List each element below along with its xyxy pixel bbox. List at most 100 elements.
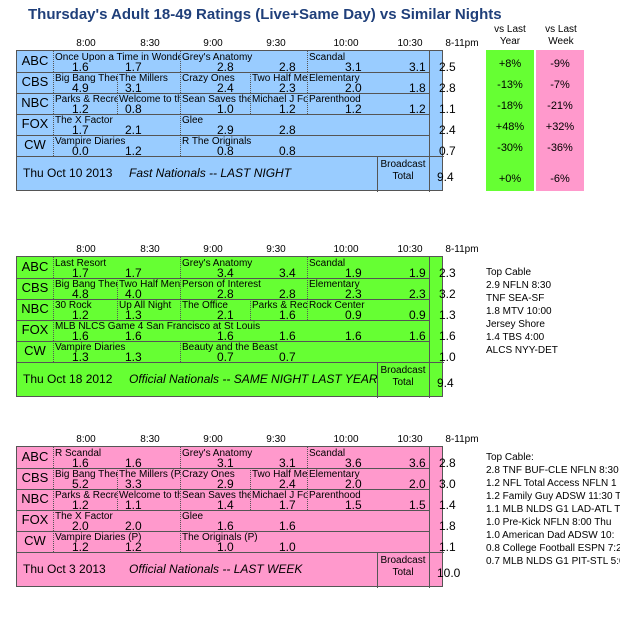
cell-divider	[53, 278, 54, 299]
rating-value: 3.1	[125, 81, 142, 95]
time-header: 10:30	[397, 38, 423, 49]
vs-last-year-cell: -30%	[486, 134, 534, 155]
show-name: Sean Saves the World	[182, 94, 250, 105]
rating-value: 0.8	[125, 102, 142, 116]
rating-value: 2.4	[279, 477, 296, 491]
show-name: Elementary	[309, 73, 360, 84]
show-name: Parenthood	[309, 490, 361, 501]
rating-value: 1.7	[125, 266, 142, 280]
time-header: 10:00	[333, 38, 359, 49]
total-divider	[429, 51, 430, 192]
cable-note: 1.0 American Dad ADSW 10:	[486, 530, 615, 541]
cell-divider	[180, 299, 181, 320]
show-name: Two Half Men	[252, 73, 307, 84]
rating-value: 3.6	[345, 456, 362, 470]
time-header: 9:30	[266, 434, 286, 445]
rating-value: 3.1	[345, 60, 362, 74]
show-name: Parks & Recreation	[55, 94, 117, 105]
row-divider	[17, 489, 429, 490]
cable-note: 1.2 Family Guy ADSW 11:30 T	[486, 491, 620, 502]
cell-divider	[180, 510, 181, 531]
show-name: The Originals (P)	[182, 532, 258, 543]
cell-divider	[53, 531, 54, 552]
total-value: 2.8	[439, 456, 456, 470]
cell-divider	[180, 257, 181, 278]
rating-value: 2.8	[217, 60, 234, 74]
rating-value: 3.1	[217, 456, 234, 470]
rating-value: 1.2	[72, 308, 89, 322]
cell-divider	[53, 341, 54, 362]
rating-value: 2.9	[217, 477, 234, 491]
footer-divider	[17, 552, 444, 553]
show-name: Elementary	[309, 469, 360, 480]
show-name: Once Upon a Time in Wonderland	[55, 52, 180, 63]
cell-divider	[53, 72, 54, 93]
cable-note: 0.7 MLB NLDS G1 PIT-STL 5:0	[486, 556, 620, 567]
cell-divider	[53, 510, 54, 531]
cell-divider	[307, 468, 308, 489]
cell-divider	[117, 72, 118, 93]
vs-last-week-cell: -21%	[536, 92, 584, 113]
rating-value: 1.7	[72, 123, 89, 137]
footer-date: Thu Oct 10 2013	[23, 166, 113, 180]
show-name: Scandal	[309, 448, 346, 459]
time-header: 8:00	[76, 244, 96, 255]
show-name: Welcome to the Family	[119, 490, 180, 501]
rating-value: 0.0	[72, 144, 89, 158]
vs-last-year-cell: -18%	[486, 92, 534, 113]
rating-value: 1.6	[409, 329, 426, 343]
cell-divider	[53, 489, 54, 510]
total-value: 1.6	[439, 329, 456, 343]
rating-value: 2.0	[125, 519, 142, 533]
show-name: 30 Rock	[55, 300, 92, 311]
row-divider	[17, 135, 429, 136]
cell-divider	[117, 299, 118, 320]
rating-value: 1.7	[72, 266, 89, 280]
vs-last-week-cell: -36%	[536, 134, 584, 155]
show-name: Vampire Diaries (P)	[55, 532, 142, 543]
time-header: 10:00	[333, 434, 359, 445]
total-value: 1.0	[439, 350, 456, 364]
time-header: 9:30	[266, 244, 286, 255]
rating-value: 1.3	[72, 350, 89, 364]
cell-divider	[117, 468, 118, 489]
cell-divider	[307, 93, 308, 114]
rating-value: 1.0	[217, 540, 234, 554]
show-name: Two Half Men	[119, 279, 180, 290]
cell-divider	[180, 531, 181, 552]
cable-note: 1.1 MLB NLDS G1 LAD-ATL T	[486, 504, 620, 515]
broadcast-divider	[377, 362, 378, 398]
network-label: CW	[24, 533, 46, 548]
time-header: 9:00	[203, 244, 223, 255]
rating-value: 0.9	[409, 308, 426, 322]
show-name: Grey's Anatomy	[182, 52, 253, 63]
rating-value: 2.4	[217, 81, 234, 95]
rating-value: 4.9	[72, 81, 89, 95]
show-name: Crazy Ones	[182, 469, 235, 480]
show-name: Big Bang Theory	[55, 73, 117, 84]
cell-divider	[53, 114, 54, 135]
footer-date: Thu Oct 3 2013	[23, 562, 106, 576]
ratings-panel-3: ABC R Scandal Grey's Anatomy Scandal 1.6 1.6 3…	[16, 446, 460, 588]
cell-divider	[53, 93, 54, 114]
broadcast-total: 9.4	[437, 170, 454, 184]
cell-divider	[180, 489, 181, 510]
time-header: 10:30	[397, 434, 423, 445]
cell-divider	[180, 278, 181, 299]
rating-value: 2.8	[279, 123, 296, 137]
vs-last-year-cell: +48%	[486, 113, 534, 134]
cable-note: Top Cable:	[486, 452, 534, 463]
show-name: R Scandal	[55, 448, 102, 459]
broadcast-divider	[377, 156, 378, 192]
total-value: 3.2	[439, 287, 456, 301]
rating-value: 1.9	[409, 266, 426, 280]
time-header: 10:00	[333, 244, 359, 255]
rating-value: 2.3	[279, 81, 296, 95]
rating-value: 1.6	[72, 456, 89, 470]
show-name: The X Factor	[55, 115, 113, 126]
cell-divider	[250, 72, 251, 93]
rating-value: 3.6	[409, 456, 426, 470]
rating-value: 4.0	[125, 287, 142, 301]
total-value: 2.4	[439, 123, 456, 137]
cell-divider	[307, 278, 308, 299]
